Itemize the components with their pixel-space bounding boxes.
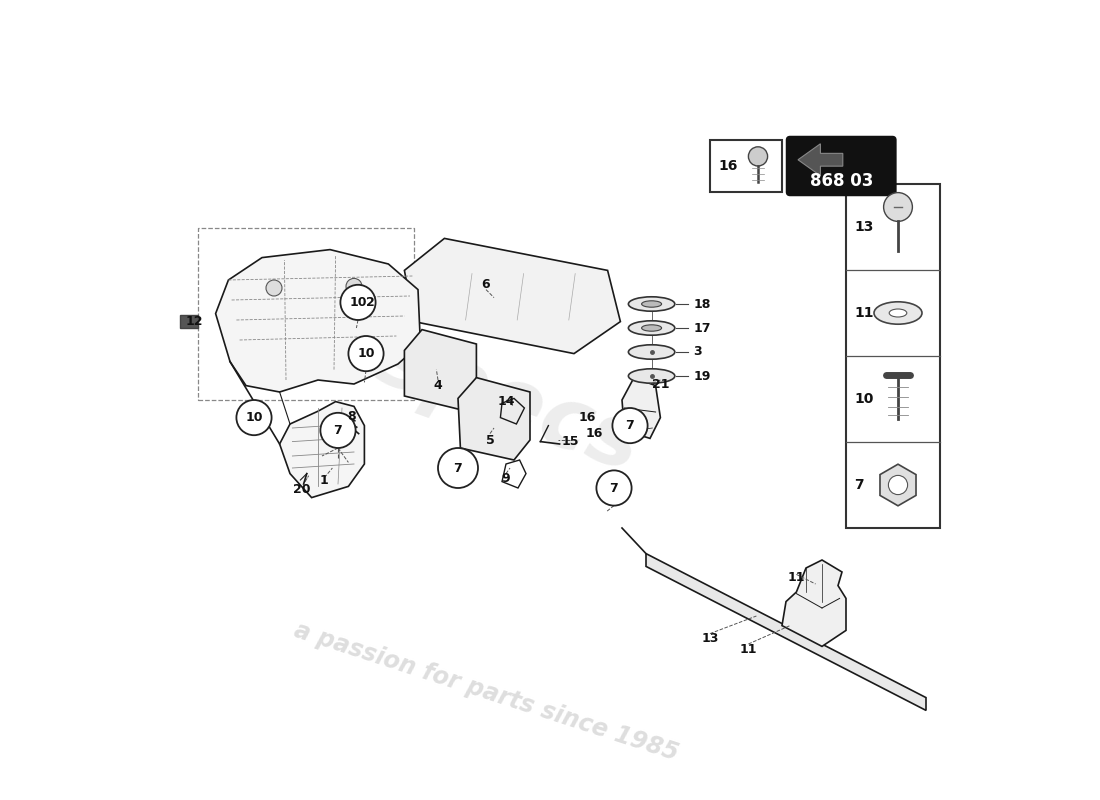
Text: 10: 10 — [854, 392, 873, 406]
Bar — [180, 315, 198, 328]
Text: 1: 1 — [320, 474, 329, 486]
Circle shape — [596, 470, 631, 506]
Ellipse shape — [874, 302, 922, 324]
Circle shape — [889, 475, 908, 494]
Text: 14: 14 — [497, 395, 515, 408]
Circle shape — [883, 193, 912, 222]
Text: 21: 21 — [651, 378, 669, 390]
FancyBboxPatch shape — [786, 137, 895, 195]
Circle shape — [748, 146, 768, 166]
Polygon shape — [621, 378, 660, 438]
Text: 7: 7 — [453, 462, 462, 474]
Circle shape — [266, 280, 282, 296]
Text: 10: 10 — [350, 296, 366, 309]
Text: 7: 7 — [626, 419, 635, 432]
Circle shape — [320, 413, 355, 448]
Circle shape — [438, 448, 478, 488]
Text: 20: 20 — [294, 483, 310, 496]
Polygon shape — [782, 560, 846, 646]
Polygon shape — [458, 378, 530, 460]
Text: 7: 7 — [453, 462, 462, 474]
Text: 17: 17 — [693, 322, 711, 334]
Text: 18: 18 — [693, 298, 711, 310]
Text: 2: 2 — [365, 296, 374, 309]
Circle shape — [236, 400, 272, 435]
Ellipse shape — [628, 321, 674, 335]
Text: 16: 16 — [585, 427, 603, 440]
Text: 7: 7 — [333, 424, 342, 437]
Text: 13: 13 — [854, 220, 873, 234]
Circle shape — [340, 285, 375, 320]
Text: 10: 10 — [245, 411, 263, 424]
Text: 7: 7 — [609, 482, 618, 494]
Text: euspecs: euspecs — [255, 278, 653, 490]
Ellipse shape — [628, 297, 674, 311]
Circle shape — [613, 408, 648, 443]
Polygon shape — [216, 250, 420, 392]
Text: 9: 9 — [502, 472, 510, 485]
Text: 11: 11 — [854, 306, 873, 320]
Polygon shape — [279, 402, 364, 498]
Text: 7: 7 — [854, 478, 864, 492]
Bar — [846, 184, 940, 528]
Text: 10: 10 — [358, 347, 375, 360]
Ellipse shape — [628, 369, 674, 383]
Text: 8: 8 — [348, 410, 356, 422]
Text: 13: 13 — [702, 632, 718, 645]
Text: 19: 19 — [693, 370, 711, 382]
Ellipse shape — [641, 301, 661, 307]
Text: 6: 6 — [482, 278, 491, 290]
Text: 15: 15 — [561, 435, 579, 448]
Text: 3: 3 — [693, 346, 702, 358]
Text: 5: 5 — [485, 434, 494, 446]
Text: 16: 16 — [579, 411, 596, 424]
Polygon shape — [405, 238, 620, 354]
Ellipse shape — [641, 325, 661, 331]
Text: 12: 12 — [185, 315, 202, 328]
Circle shape — [349, 336, 384, 371]
Polygon shape — [405, 330, 476, 410]
Text: 16: 16 — [718, 159, 737, 173]
Text: a passion for parts since 1985: a passion for parts since 1985 — [290, 618, 681, 766]
Polygon shape — [880, 464, 916, 506]
Text: 11: 11 — [739, 643, 757, 656]
Text: 868 03: 868 03 — [810, 171, 873, 190]
Circle shape — [346, 278, 362, 294]
Ellipse shape — [628, 345, 674, 359]
Bar — [710, 140, 782, 192]
Polygon shape — [798, 144, 843, 176]
Text: 11: 11 — [788, 571, 805, 584]
Ellipse shape — [889, 309, 906, 317]
Text: 4: 4 — [433, 379, 442, 392]
Polygon shape — [646, 554, 926, 710]
